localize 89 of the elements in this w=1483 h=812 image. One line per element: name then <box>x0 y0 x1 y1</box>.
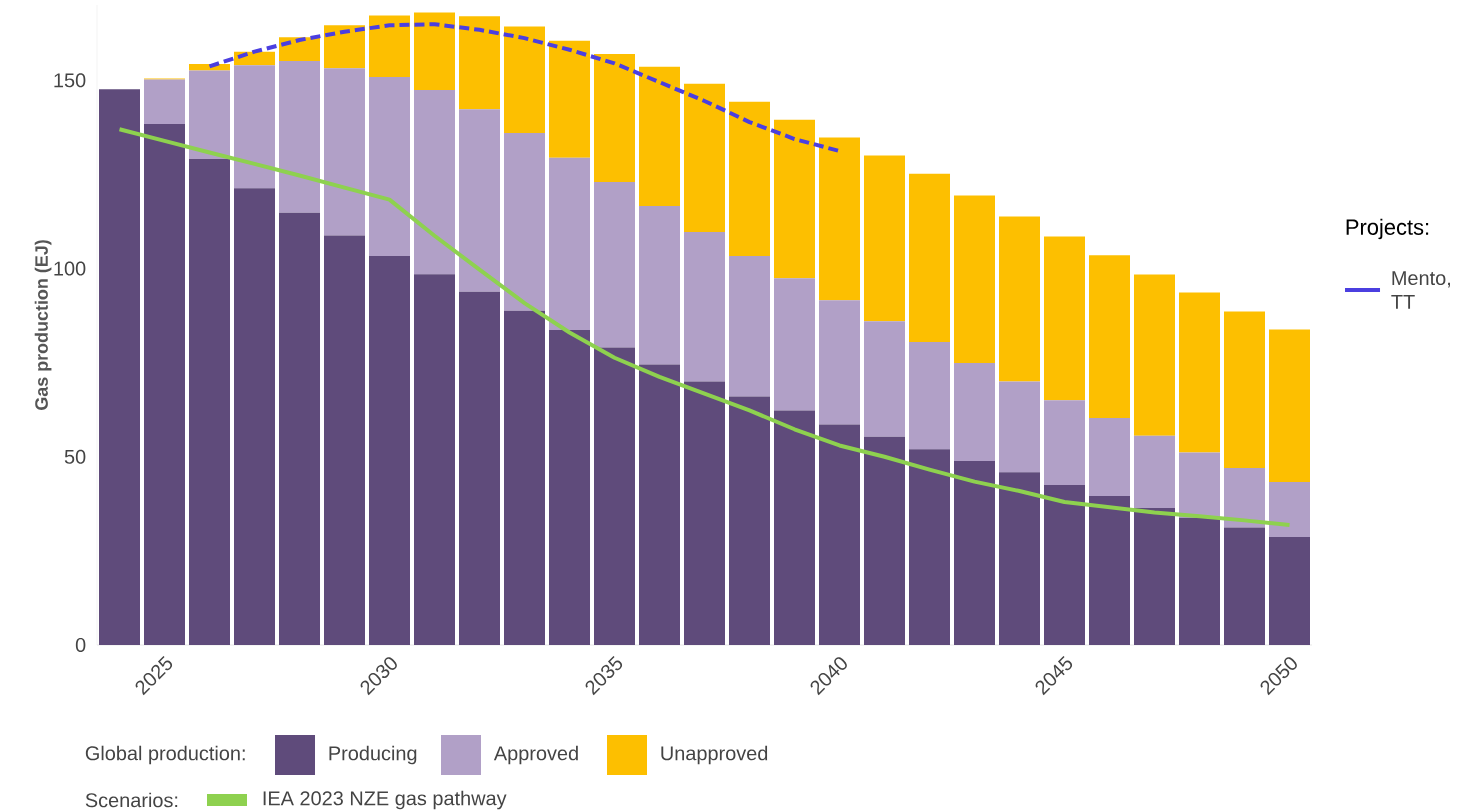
legend-label: Approved <box>493 745 578 765</box>
bar <box>459 291 500 645</box>
bar <box>414 274 455 645</box>
y-tick-label: 150 <box>54 73 86 88</box>
bar <box>1044 484 1085 645</box>
bar <box>1089 417 1130 496</box>
bar <box>1179 517 1220 645</box>
bar <box>594 53 635 182</box>
bar <box>1179 452 1220 518</box>
bar <box>774 278 815 411</box>
y-tick-label: 50 <box>64 449 86 464</box>
bar <box>729 256 770 397</box>
legend-title: Global production: <box>85 745 245 765</box>
bar <box>1089 255 1130 418</box>
bar <box>324 235 365 645</box>
bar <box>954 195 995 364</box>
bar <box>999 381 1040 473</box>
bar <box>279 37 320 62</box>
bar <box>999 216 1040 382</box>
bar <box>1044 400 1085 485</box>
bar <box>1269 329 1310 482</box>
bar <box>639 66 680 207</box>
bar <box>954 460 995 645</box>
bar <box>189 158 230 645</box>
bar <box>549 157 590 330</box>
bar <box>144 79 185 124</box>
legend-label: IEA 2023 NZE gas pathway <box>263 790 507 810</box>
legend-label: Unapproved <box>661 745 768 765</box>
legend-label: Producing <box>329 745 417 765</box>
bar <box>189 70 230 159</box>
bar <box>1134 507 1175 645</box>
bar <box>369 76 410 257</box>
bar <box>864 436 905 645</box>
bar <box>234 188 275 645</box>
bar <box>99 89 140 645</box>
bar <box>1269 536 1310 645</box>
bar <box>819 424 860 645</box>
bar <box>909 341 950 450</box>
y-tick-label: 0 <box>75 637 86 653</box>
bar <box>504 26 545 133</box>
bar <box>1224 527 1265 645</box>
bar <box>864 321 905 437</box>
bar <box>279 212 320 645</box>
bar <box>954 363 995 461</box>
y-axis-title: Gas production (EJ) <box>34 240 52 410</box>
bar <box>999 472 1040 645</box>
bar <box>504 310 545 645</box>
bar <box>279 61 320 213</box>
bar <box>639 206 680 365</box>
bar <box>774 119 815 279</box>
bar <box>684 381 725 645</box>
text: Scenarios: <box>85 792 178 808</box>
bar <box>549 329 590 645</box>
bar <box>909 449 950 645</box>
bar <box>1134 274 1175 436</box>
bar <box>684 232 725 382</box>
bar <box>144 123 185 645</box>
bar <box>369 15 410 77</box>
bar <box>234 65 275 189</box>
bar <box>729 101 770 257</box>
bar <box>819 300 860 425</box>
bar <box>324 68 365 236</box>
bar <box>864 155 905 322</box>
bar <box>1224 311 1265 469</box>
bar <box>594 347 635 645</box>
bar <box>819 137 860 301</box>
bar <box>414 12 455 91</box>
bar <box>909 173 950 342</box>
bar <box>504 132 545 311</box>
bar <box>1134 435 1175 508</box>
bar <box>1179 292 1220 453</box>
text: Projects: <box>1346 218 1429 240</box>
y-tick-label: 100 <box>54 261 86 276</box>
bar <box>324 25 365 69</box>
legend-label: Mento, TT <box>1391 271 1450 309</box>
bar <box>459 109 500 292</box>
bar <box>1089 495 1130 645</box>
bar <box>459 16 500 110</box>
bar <box>684 83 725 232</box>
bar <box>1044 236 1085 401</box>
bar <box>729 396 770 645</box>
bar <box>549 40 590 158</box>
bar <box>1224 468 1265 528</box>
bar <box>369 256 410 645</box>
bar <box>639 364 680 645</box>
bar <box>774 410 815 645</box>
bar <box>414 90 455 275</box>
bar <box>1269 481 1310 537</box>
bar <box>594 181 635 348</box>
